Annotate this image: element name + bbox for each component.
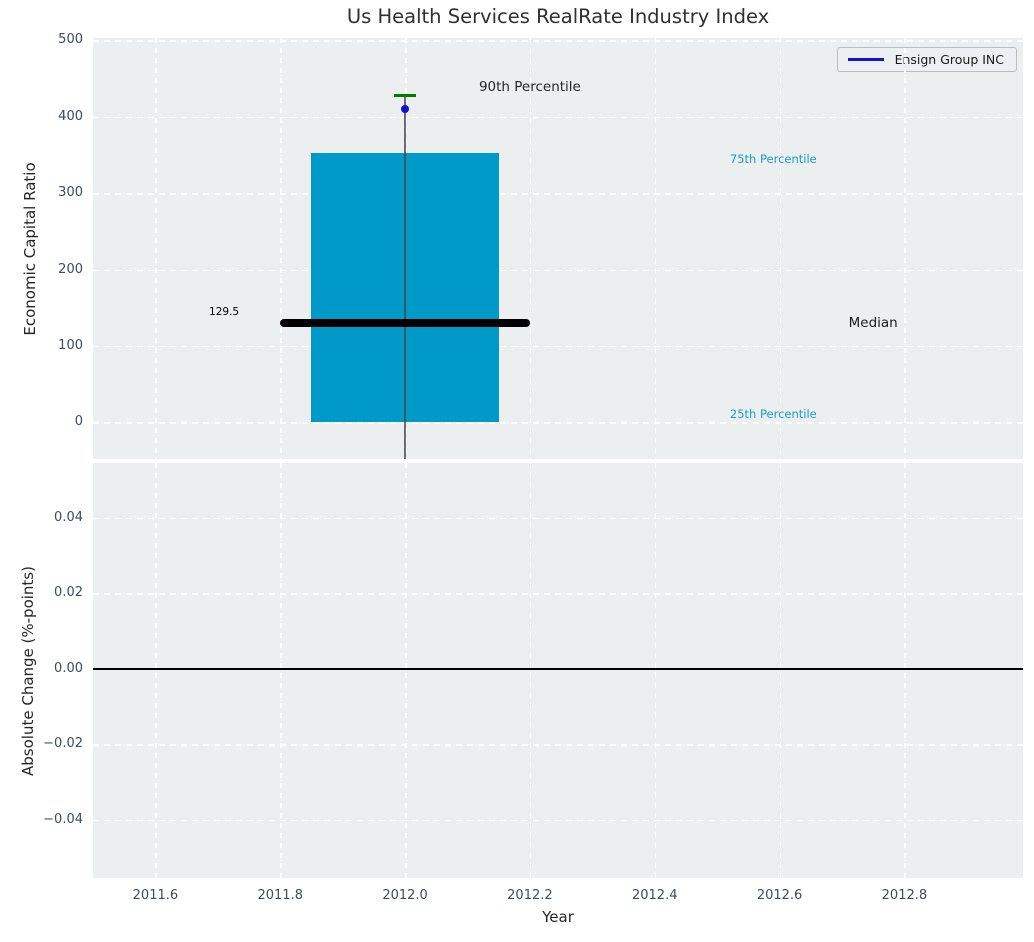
annotation-129-5: 129.5 bbox=[209, 305, 240, 318]
gridline-horizontal bbox=[93, 345, 1023, 348]
gridline-vertical bbox=[904, 463, 906, 878]
gridline-horizontal bbox=[93, 593, 1023, 595]
y-tick-label: −0.02 bbox=[43, 736, 83, 752]
annotation-75th-percentile: 75th Percentile bbox=[729, 151, 817, 166]
gridline-horizontal bbox=[93, 269, 1023, 271]
y-tick-label: 500 bbox=[58, 32, 83, 48]
whisker-line bbox=[404, 95, 407, 459]
gridline-vertical bbox=[654, 463, 657, 878]
gridline-vertical bbox=[280, 463, 282, 878]
annotation-90th-percentile: 90th Percentile bbox=[478, 78, 581, 95]
gridline-horizontal bbox=[93, 422, 1023, 424]
top-plot-area: Ensign Group INC 90th Percentile 75th Per… bbox=[93, 38, 1023, 459]
legend-line-sample bbox=[847, 58, 884, 61]
annotation-median: Median bbox=[848, 314, 898, 331]
gridline-horizontal bbox=[93, 193, 1023, 195]
x-tick-label: 2012.4 bbox=[631, 888, 678, 903]
gridline-horizontal bbox=[93, 40, 1023, 42]
gridline-horizontal bbox=[93, 116, 1023, 119]
gridline-vertical bbox=[405, 463, 407, 878]
x-tick-label: 2012.8 bbox=[881, 888, 928, 903]
gridline-vertical bbox=[654, 38, 657, 459]
gridline-vertical bbox=[779, 38, 782, 459]
company-data-point bbox=[401, 105, 410, 114]
x-tick-label: 2012.0 bbox=[382, 888, 428, 903]
x-tick-label: 2011.6 bbox=[132, 888, 179, 903]
x-tick-label: 2012.2 bbox=[507, 888, 553, 903]
legend-label: Ensign Group INC bbox=[894, 52, 1004, 67]
gridline-horizontal bbox=[93, 517, 1023, 520]
legend: Ensign Group INC bbox=[836, 47, 1017, 72]
x-tick-label: 2011.8 bbox=[257, 888, 303, 903]
gridline-horizontal bbox=[93, 819, 1023, 822]
gridline-vertical bbox=[155, 463, 157, 878]
zero-reference-line bbox=[93, 667, 1023, 670]
gridline-vertical bbox=[779, 463, 782, 878]
gridline-vertical bbox=[155, 38, 157, 459]
y-tick-label: 0 bbox=[74, 414, 83, 430]
percentile-90-cap bbox=[393, 93, 417, 97]
x-axis-label: Year bbox=[542, 908, 574, 926]
y-tick-label: 400 bbox=[58, 108, 83, 124]
y-tick-label: 0.04 bbox=[54, 509, 83, 525]
bottom-plot-area bbox=[93, 463, 1023, 878]
y-tick-label: 0.00 bbox=[54, 660, 83, 676]
y-tick-label: 300 bbox=[58, 185, 83, 201]
y-tick-label: 0.02 bbox=[54, 585, 83, 601]
gridline-vertical bbox=[529, 463, 532, 878]
chart-title: Us Health Services RealRate Industry Ind… bbox=[346, 5, 770, 28]
y-tick-label: 100 bbox=[58, 337, 83, 353]
gridline-vertical bbox=[529, 38, 532, 459]
median-line bbox=[280, 319, 530, 328]
gridline-vertical bbox=[280, 38, 282, 459]
annotation-25th-percentile: 25th Percentile bbox=[729, 406, 817, 421]
y-tick-label: −0.04 bbox=[43, 811, 83, 827]
gridline-vertical bbox=[904, 38, 906, 459]
y-tick-label: 200 bbox=[58, 261, 83, 277]
x-tick-label: 2012.6 bbox=[756, 888, 803, 903]
gridline-horizontal bbox=[93, 744, 1023, 746]
